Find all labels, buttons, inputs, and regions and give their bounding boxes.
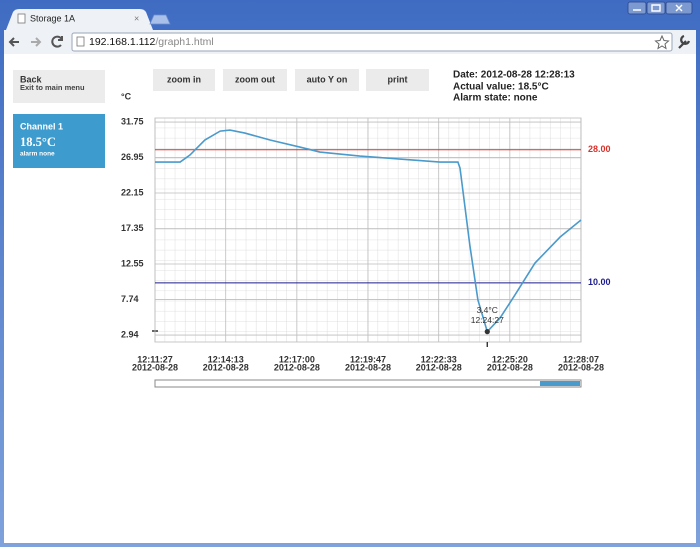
settings-wrench[interactable] bbox=[678, 34, 691, 49]
y-tick-label: 12.55 bbox=[121, 258, 144, 268]
y-tick-label: 17.35 bbox=[121, 223, 144, 233]
window-control-icons bbox=[633, 4, 683, 12]
annotation-label: 3.4°C bbox=[477, 305, 498, 315]
x-tick-time: 12:25:20 bbox=[492, 354, 528, 364]
x-tick-time: 12:28:07 bbox=[563, 354, 599, 364]
url-host: 192.168.1.112 bbox=[89, 36, 156, 48]
toolbar-button-label: zoom out bbox=[235, 74, 275, 84]
page-icon bbox=[76, 36, 85, 47]
toolbar-button-label: auto Y on bbox=[307, 74, 348, 84]
annotation-time: 12:24:27 bbox=[471, 315, 504, 325]
toolbar-button[interactable] bbox=[295, 69, 359, 91]
tab-title: Storage 1A bbox=[30, 13, 75, 23]
status-actual: Actual value: 18.5°C bbox=[453, 82, 549, 93]
toolbar-button[interactable] bbox=[366, 69, 429, 91]
toolbar-button[interactable] bbox=[223, 69, 287, 91]
scrollbar-thumb[interactable] bbox=[540, 381, 580, 386]
back-subtitle: Exit to main menu bbox=[20, 83, 85, 92]
minimize-button[interactable] bbox=[627, 1, 647, 15]
forward-arrow[interactable] bbox=[31, 37, 42, 47]
x-tick-time: 12:19:47 bbox=[350, 354, 386, 364]
maximize-button[interactable] bbox=[646, 1, 666, 15]
url-path: /graph1.html bbox=[155, 36, 213, 48]
y-tick-label: 26.95 bbox=[121, 152, 144, 162]
channel-name: Channel 1 bbox=[20, 121, 63, 131]
toolbar-button[interactable] bbox=[153, 69, 215, 91]
x-tick-date: 2012-08-28 bbox=[132, 362, 178, 372]
threshold-label: 28.00 bbox=[588, 144, 611, 154]
x-tick-time: 12:14:13 bbox=[208, 354, 244, 364]
x-tick-date: 2012-08-28 bbox=[487, 362, 533, 372]
x-tick-time: 12:22:33 bbox=[421, 354, 457, 364]
x-tick-time: 12:17:00 bbox=[279, 354, 315, 364]
x-tick-date: 2012-08-28 bbox=[203, 362, 249, 372]
y-tick-label: 22.15 bbox=[121, 187, 144, 197]
toolbar-button-label: zoom in bbox=[167, 74, 201, 84]
x-tick-time: 12:11:27 bbox=[137, 354, 173, 364]
y-tick-label: 2.94 bbox=[121, 329, 139, 339]
back-label: Back bbox=[20, 74, 43, 84]
x-tick-date: 2012-08-28 bbox=[345, 362, 391, 372]
new-tab[interactable] bbox=[149, 14, 171, 25]
reload-button[interactable] bbox=[51, 35, 63, 48]
channel-card[interactable] bbox=[13, 114, 105, 168]
x-tick-date: 2012-08-28 bbox=[416, 362, 462, 372]
y-tick-label: 31.75 bbox=[121, 116, 144, 126]
threshold-label: 10.00 bbox=[588, 277, 611, 287]
channel-value: 18.5°C bbox=[20, 135, 56, 149]
toolbar-button-label: print bbox=[388, 74, 408, 84]
tab-close[interactable]: × bbox=[134, 13, 139, 23]
status-alarm: Alarm state: none bbox=[453, 93, 538, 104]
address-bar[interactable] bbox=[71, 32, 673, 52]
scrollbar[interactable] bbox=[154, 379, 582, 388]
bookmark-star[interactable] bbox=[654, 34, 670, 50]
y-tick-label: 7.74 bbox=[121, 294, 139, 304]
back-arrow[interactable] bbox=[8, 37, 19, 47]
back-button[interactable] bbox=[13, 70, 105, 103]
x-tick-date: 2012-08-28 bbox=[558, 362, 604, 372]
tab-icon bbox=[17, 13, 26, 24]
y-axis-label: °C bbox=[121, 91, 132, 101]
channel-alarm: alarm none bbox=[20, 151, 55, 158]
x-tick-date: 2012-08-28 bbox=[274, 362, 320, 372]
status-date: Date: 2012-08-28 12:28:13 bbox=[453, 70, 575, 81]
tab[interactable] bbox=[6, 9, 153, 30]
data-line bbox=[155, 129, 582, 334]
url: 192.168.1.112/graph1.html bbox=[89, 36, 214, 48]
annotation-point bbox=[484, 329, 490, 335]
